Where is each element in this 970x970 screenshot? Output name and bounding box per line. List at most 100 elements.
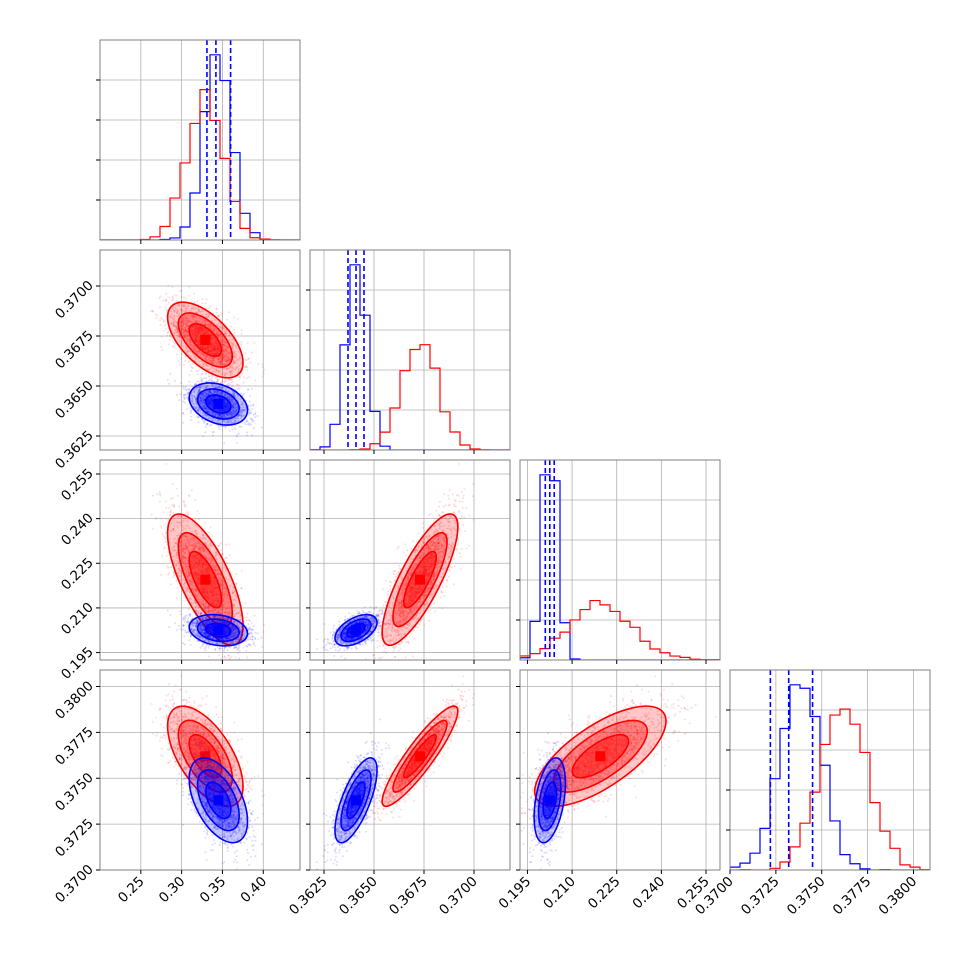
scatter-point [212,352,215,355]
scatter-point [213,327,216,330]
scatter-point [185,334,188,337]
scatter-point [231,380,234,383]
scatter-point [183,396,185,399]
scatter-point [173,505,176,508]
scatter-point [249,404,252,407]
scatter-point [212,330,215,333]
scatter-point [240,587,243,590]
scatter-point [151,310,154,312]
scatter-point [196,373,199,376]
scatter-point [158,297,161,300]
scatter-point [216,344,219,347]
scatter-point [184,326,187,329]
scatter-point [209,360,211,363]
scatter-point [211,370,214,373]
scatter-point [191,332,194,335]
scatter-point [181,325,184,328]
scatter-point [172,576,175,579]
scatter-point [173,324,176,327]
scatter-point [240,425,243,428]
scatter-point [190,489,193,492]
scatter-point [198,329,201,332]
scatter-point [188,373,191,376]
scatter-point [245,366,248,369]
scatter-point [190,315,193,318]
scatter-point [194,336,197,339]
scatter-point [207,349,210,352]
scatter-point [224,557,227,559]
scatter-point [205,364,208,367]
scatter-point [257,638,260,641]
scatter-point [190,329,193,332]
scatter-point [197,416,200,419]
scatter-point [248,394,251,397]
scatter-point [237,317,240,320]
scatter-point [204,333,207,336]
scatter-point [196,380,199,383]
scatter-point [217,359,220,361]
scatter-point [189,339,191,342]
scatter-point [221,356,224,359]
scatter-point [176,312,178,315]
scatter-point [235,582,238,585]
scatter-point [245,366,248,369]
y-tick-label: 0.3700 [52,278,97,323]
scatter-point [172,511,175,514]
scatter-point [175,331,178,334]
scatter-point [162,535,165,538]
scatter-point [198,320,201,323]
scatter-point [231,428,234,431]
scatter-point [168,301,171,304]
scatter-point [227,334,230,337]
scatter-point [183,401,186,404]
scatter-point [214,353,217,356]
scatter-point [211,431,214,434]
scatter-point [203,353,206,356]
scatter-point [222,349,225,352]
scatter-point [238,384,240,387]
scatter-point [185,331,188,333]
scatter-point [194,334,197,336]
scatter-point [164,306,167,309]
scatter-point [207,346,210,349]
scatter-point [244,423,247,426]
scatter-point [215,311,218,314]
scatter-point [186,330,189,333]
scatter-point [182,412,184,415]
scatter-point [186,328,189,331]
scatter-point [210,376,213,379]
scatter-point [168,338,171,341]
scatter-point [180,353,183,356]
scatter-point [203,333,206,335]
scatter-point [200,345,203,348]
scatter-point [210,359,212,362]
scatter-point [213,344,215,346]
scatter-point [201,330,204,332]
scatter-point [168,506,171,509]
scatter-point [212,353,215,356]
scatter-point [195,350,198,353]
scatter-point [187,321,189,324]
scatter-point [203,346,206,349]
scatter-point [197,330,200,333]
scatter-point [181,305,184,307]
scatter-point [254,644,257,647]
scatter-point [179,321,182,324]
scatter-point [207,324,210,327]
scatter-point [169,497,172,500]
scatter-point [212,347,215,350]
scatter-point [219,363,222,366]
scatter-point [240,392,243,395]
scatter-point [224,348,227,351]
scatter-point [228,429,231,432]
scatter-point [217,344,220,347]
scatter-point [214,353,217,355]
scatter-point [250,351,253,354]
scatter-point [206,329,209,332]
scatter-point [168,296,171,299]
scatter-point [186,305,189,308]
scatter-point [205,356,208,359]
scatter-point [186,408,189,411]
y-tick-label: 0.3675 [52,328,97,373]
scatter-point [199,311,202,314]
